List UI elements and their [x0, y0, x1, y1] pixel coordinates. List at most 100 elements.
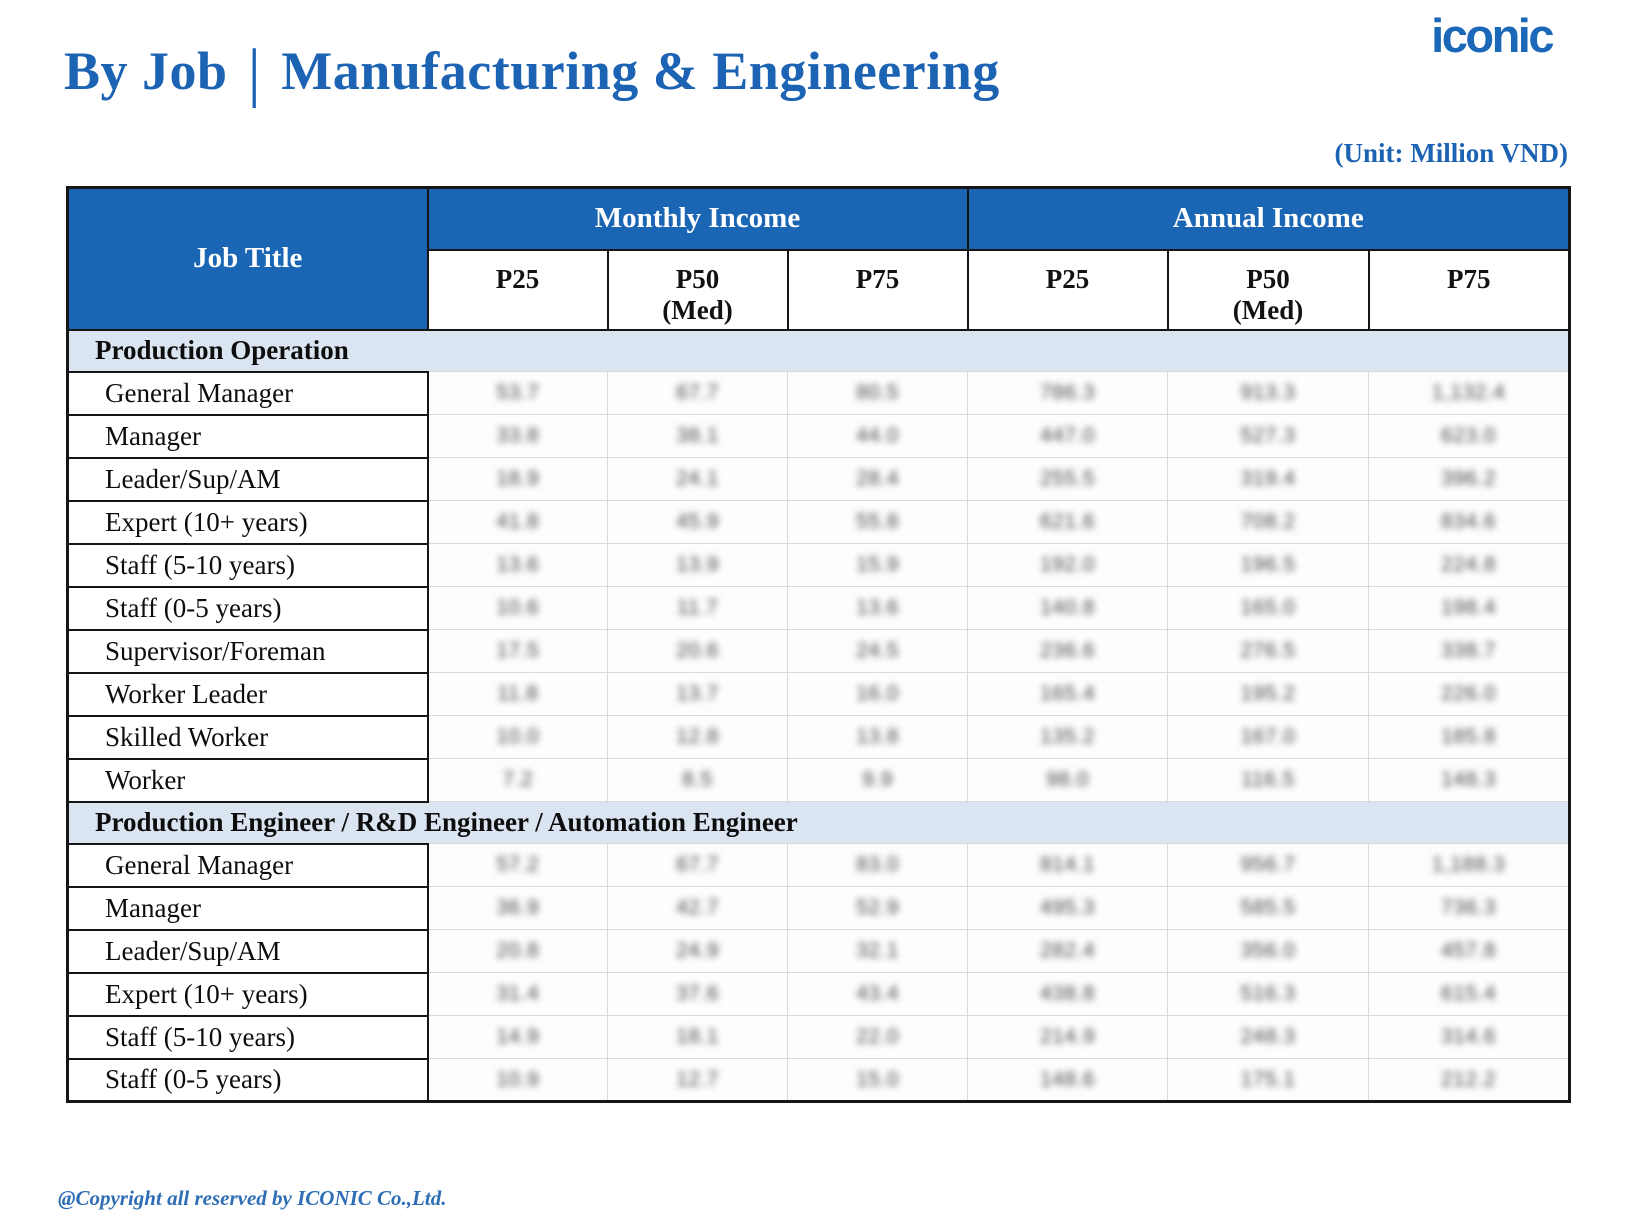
- job-title-cell: Staff (5-10 years): [66, 1014, 429, 1060]
- table-row: Expert (10+ years) 41.8 45.9 55.8 621.6 708.2…: [66, 499, 1570, 545]
- table-row: Staff (5-10 years) 14.9 18.1 22.0 214.9 248.3…: [66, 1014, 1570, 1060]
- blurred-value: 814.1: [1039, 853, 1096, 876]
- blurred-value: 148.3: [1440, 768, 1497, 791]
- blurred-value: 55.8: [856, 510, 899, 533]
- value-cell-blurred: 226.0: [1368, 672, 1570, 716]
- percentile-label: P25: [495, 263, 540, 294]
- value-cell-blurred: 736.3: [1368, 886, 1570, 930]
- job-title-cell: Worker Leader: [66, 671, 429, 717]
- col-header-monthly-p75: P75: [786, 248, 969, 331]
- value-cell-blurred: 708.2: [1167, 500, 1369, 544]
- value-cell-blurred: 148.6: [967, 1058, 1168, 1102]
- value-cell-blurred: 276.5: [1167, 629, 1369, 673]
- value-cell-blurred: 1,188.3: [1368, 843, 1570, 887]
- value-cell-blurred: 447.0: [967, 414, 1168, 458]
- blurred-value: 255.5: [1039, 467, 1096, 490]
- blurred-value: 98.0: [1046, 768, 1089, 791]
- value-cell-blurred: 913.3: [1167, 371, 1369, 415]
- col-header-monthly-p50: P50 (Med): [606, 248, 789, 331]
- copyright-note: @Copyright all reserved by ICONIC Co.,Lt…: [58, 1186, 447, 1210]
- value-cell-blurred: 13.6: [787, 586, 968, 630]
- value-cell-blurred: 282.4: [967, 929, 1168, 973]
- job-title-cell: General Manager: [66, 370, 429, 416]
- value-cell-blurred: 13.6: [427, 543, 608, 587]
- job-title-cell: Supervisor/Foreman: [66, 628, 429, 674]
- blurred-value: 8.5: [682, 768, 713, 791]
- blurred-value: 834.6: [1440, 510, 1497, 533]
- blurred-value: 192.0: [1039, 553, 1096, 576]
- job-title-cell: Staff (5-10 years): [66, 542, 429, 588]
- salary-table-header: Job Title Monthly Income Annual Income P…: [66, 186, 1571, 331]
- value-cell-blurred: 516.3: [1167, 972, 1369, 1016]
- table-row: General Manager 57.2 67.7 83.0 814.1 956.7 1,1…: [66, 842, 1570, 888]
- table-row: Leader/Sup/AM 20.8 24.9 32.1 282.4 356.0 457.8: [66, 928, 1570, 974]
- blurred-value: 956.7: [1240, 853, 1296, 876]
- job-title-cell: Manager: [66, 413, 429, 459]
- value-cell-blurred: 615.4: [1368, 972, 1570, 1016]
- value-cell-blurred: 33.8: [427, 414, 608, 458]
- value-cell-blurred: 8.5: [607, 758, 788, 802]
- value-cell-blurred: 165.4: [967, 672, 1168, 716]
- job-title-cell: Staff (0-5 years): [66, 585, 429, 631]
- blurred-value: 623.0: [1440, 424, 1497, 447]
- percentile-label: P25: [1045, 263, 1090, 294]
- percentile-sublabel: (Med): [1232, 295, 1304, 326]
- job-title-cell: General Manager: [66, 842, 429, 888]
- blurred-value: 356.0: [1240, 939, 1296, 962]
- value-cell-blurred: 585.5: [1167, 886, 1369, 930]
- value-cell-blurred: 24.5: [787, 629, 968, 673]
- blurred-value: 15.9: [856, 553, 899, 576]
- value-cell-blurred: 623.0: [1368, 414, 1570, 458]
- blurred-value: 32.1: [856, 939, 899, 962]
- value-cell-blurred: 319.4: [1167, 457, 1369, 501]
- value-cell-blurred: 834.6: [1368, 500, 1570, 544]
- blurred-value: 786.3: [1039, 381, 1096, 404]
- blurred-value: 10.0: [496, 725, 540, 748]
- table-row: Expert (10+ years) 31.4 37.6 43.4 438.8 516.3…: [66, 971, 1570, 1017]
- value-cell-blurred: 224.8: [1368, 543, 1570, 587]
- value-cell-blurred: 135.2: [967, 715, 1168, 759]
- value-cell-blurred: 16.0: [787, 672, 968, 716]
- blurred-value: 20.8: [496, 939, 540, 962]
- percentile-sublabel: (Med): [662, 295, 733, 326]
- value-cell-blurred: 11.7: [607, 586, 788, 630]
- value-cell-blurred: 31.4: [427, 972, 608, 1016]
- value-cell-blurred: 57.2: [427, 843, 608, 887]
- blurred-value: 314.6: [1440, 1025, 1497, 1048]
- job-title-cell: Skilled Worker: [66, 714, 429, 760]
- page-title: By Job | Manufacturing & Engineering: [64, 36, 1000, 109]
- value-cell-blurred: 9.9: [787, 758, 968, 802]
- value-cell-blurred: 175.1: [1167, 1058, 1369, 1102]
- value-cell-blurred: 80.5: [787, 371, 968, 415]
- value-cell-blurred: 41.8: [427, 500, 608, 544]
- value-cell-blurred: 438.8: [967, 972, 1168, 1016]
- table-row: Worker 7.2 8.5 9.9 98.0 116.5 148.3: [66, 757, 1570, 803]
- blurred-value: 438.8: [1039, 982, 1096, 1005]
- job-title-cell: Expert (10+ years): [66, 499, 429, 545]
- blurred-value: 10.6: [496, 596, 540, 619]
- blurred-value: 13.6: [856, 596, 899, 619]
- blurred-value: 913.3: [1240, 381, 1296, 404]
- salary-table-body: Production Operation General Manager 53.7 6…: [66, 329, 1570, 1103]
- blurred-value: 585.5: [1240, 896, 1296, 919]
- blurred-value: 13.6: [496, 553, 540, 576]
- salary-table: Job Title Monthly Income Annual Income P…: [66, 186, 1571, 1103]
- table-row: Manager 33.8 38.1 44.0 447.0 527.3 623.0: [66, 413, 1570, 459]
- value-cell-blurred: 18.9: [427, 457, 608, 501]
- page-title-left: By Job: [64, 41, 228, 101]
- blurred-value: 13.9: [676, 553, 719, 576]
- blurred-value: 31.4: [496, 982, 540, 1005]
- blurred-value: 24.5: [856, 639, 899, 662]
- value-cell-blurred: 10.6: [427, 586, 608, 630]
- blurred-value: 165.4: [1039, 682, 1096, 705]
- percentile-label: P75: [855, 263, 900, 294]
- blurred-value: 338.7: [1440, 639, 1497, 662]
- value-cell-blurred: 248.3: [1167, 1015, 1369, 1059]
- col-group-annual-income: Annual Income: [966, 186, 1571, 251]
- value-cell-blurred: 167.0: [1167, 715, 1369, 759]
- blurred-value: 9.9: [862, 768, 893, 791]
- blurred-value: 24.9: [676, 939, 719, 962]
- value-cell-blurred: 13.9: [607, 543, 788, 587]
- blurred-value: 53.7: [496, 381, 540, 404]
- blurred-value: 236.6: [1039, 639, 1096, 662]
